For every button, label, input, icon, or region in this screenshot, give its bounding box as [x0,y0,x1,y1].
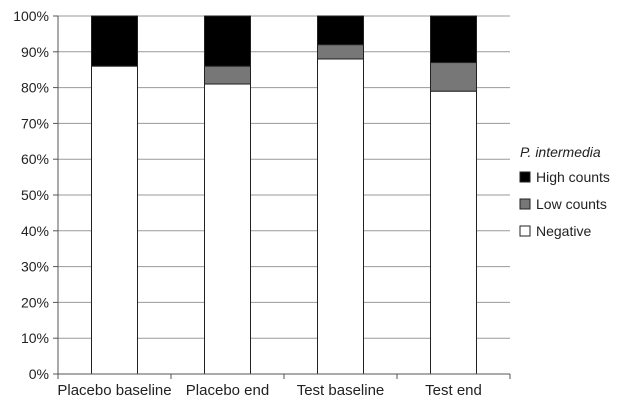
y-tick-label: 10% [21,330,49,346]
y-tick-label: 20% [21,294,49,310]
y-tick-label: 90% [21,44,49,60]
x-category-label: Placebo baseline [57,382,171,399]
legend-label: Negative [536,223,591,239]
legend-swatch-high-counts [519,171,531,183]
bar-segment-negative [204,83,251,375]
legend-label: High counts [536,169,610,185]
bar-segment-negative [317,58,364,375]
y-tick-label: 60% [21,151,49,167]
x-category-label: Test baseline [297,382,385,399]
y-tick-label: 30% [21,259,49,275]
legend: P. intermedia High counts Low counts Negati… [519,144,610,239]
bar-segment-low-counts [317,44,364,60]
y-tick-label: 100% [13,8,49,24]
y-tick-label: 40% [21,223,49,239]
y-tick-label: 80% [21,80,49,96]
legend-label: Low counts [536,196,607,212]
y-tick-label: 70% [21,115,49,131]
x-category-label: Placebo end [186,382,269,399]
legend-swatch-negative [519,225,531,237]
legend-swatch-low-counts [519,198,531,210]
bar-segment-high-counts [204,15,251,67]
bar-segment-negative [430,90,477,375]
bar-segment-high-counts [430,15,477,64]
bar-segment-low-counts [430,62,477,92]
y-tick-label: 0% [29,366,49,382]
y-tick-label: 50% [21,187,49,203]
bar-segment-high-counts [91,15,138,67]
x-category-label: Test end [425,382,482,399]
x-axis-category-labels: Placebo baseline Placebo end Test baseline… [57,374,511,399]
bars [91,15,477,375]
bar-segment-high-counts [317,15,364,46]
legend-title: P. intermedia [520,144,601,160]
bar-segment-negative [91,65,138,375]
y-axis-tick-labels: 0% 10% 20% 30% 40% 50% 60% 70% 80% 90% 100% [13,8,58,382]
bar-segment-low-counts [204,65,251,85]
